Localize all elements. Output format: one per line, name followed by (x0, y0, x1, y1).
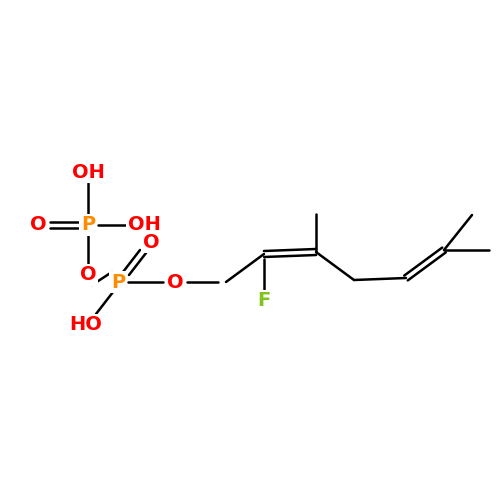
Text: O: O (30, 216, 46, 234)
Text: O: O (142, 232, 160, 252)
Text: OH: OH (128, 216, 160, 234)
Text: P: P (81, 216, 95, 234)
Text: O: O (80, 266, 96, 284)
Text: HO: HO (70, 316, 102, 334)
Text: F: F (258, 292, 270, 310)
Text: OH: OH (72, 162, 104, 182)
Text: O: O (166, 272, 184, 291)
Text: P: P (111, 272, 125, 291)
